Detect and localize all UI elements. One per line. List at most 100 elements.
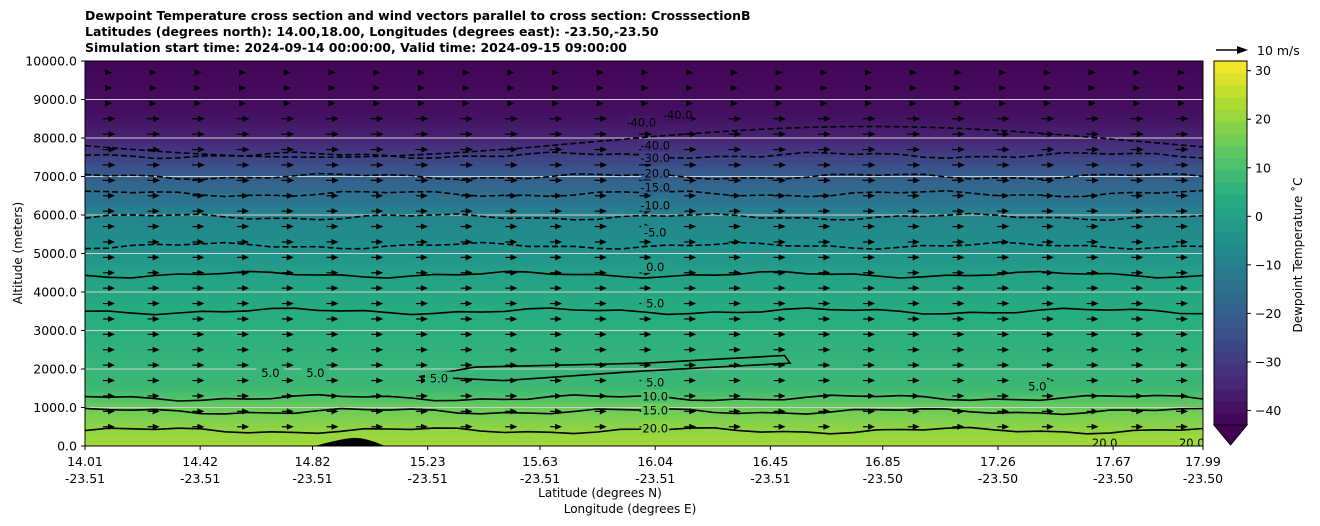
wind-vector	[505, 423, 518, 430]
wind-vector	[239, 84, 247, 91]
contour-label-background	[641, 166, 670, 180]
wind-vector	[1086, 177, 1100, 184]
wind-vector	[952, 208, 965, 215]
wind-vector	[1176, 269, 1189, 276]
wind-vector	[1133, 84, 1141, 91]
wind-vector	[147, 408, 160, 415]
wind-vector	[728, 408, 741, 415]
wind-vector	[102, 377, 115, 384]
wind-vector	[237, 254, 250, 261]
wind-vector	[504, 115, 518, 122]
wind-vector	[1041, 423, 1054, 430]
color-band	[85, 342, 1203, 347]
wind-vector	[818, 269, 831, 276]
wind-vector	[460, 115, 474, 122]
wind-vector	[594, 223, 607, 230]
wind-vector	[954, 69, 962, 76]
wind-vector	[728, 115, 742, 122]
contour-line	[85, 270, 1203, 279]
wind-vector	[460, 208, 473, 215]
wind-vector	[415, 208, 428, 215]
wind-vector	[1178, 69, 1186, 76]
wind-vector	[907, 208, 920, 215]
colorbar-segment	[1214, 133, 1247, 147]
color-band	[85, 372, 1203, 378]
wind-vector	[550, 300, 563, 307]
wind-vector	[460, 392, 473, 399]
colorbar-segment	[1214, 158, 1247, 171]
y-tick-label: 3000.0	[33, 323, 77, 338]
contour-label-background	[424, 371, 453, 385]
contour-label-background	[641, 198, 670, 212]
wind-vector	[1086, 208, 1099, 215]
wind-vector	[192, 269, 205, 276]
wind-vector	[415, 161, 429, 168]
color-band	[85, 338, 1203, 343]
color-band	[85, 438, 1203, 443]
y-tick-label: 7000.0	[33, 169, 77, 184]
wind-vector	[1041, 146, 1055, 153]
wind-vector	[728, 362, 741, 369]
wind-vector	[865, 69, 873, 76]
contour-label: 5.0	[646, 297, 664, 311]
contour-label: -40.0	[640, 139, 670, 153]
color-band	[85, 211, 1203, 216]
x-tick-label-lon: -23.50	[863, 471, 903, 486]
colorbar-segment	[1214, 243, 1247, 256]
wind-vector	[594, 146, 608, 153]
wind-vector	[415, 146, 429, 153]
color-band	[85, 103, 1203, 108]
wind-vector	[237, 331, 250, 338]
wind-vector	[550, 392, 563, 399]
wind-vector	[594, 238, 607, 245]
wind-vector	[281, 331, 294, 338]
wind-vector	[863, 223, 876, 230]
wind-vector	[684, 346, 697, 353]
wind-vector	[952, 285, 965, 292]
wind-vector	[773, 331, 786, 338]
wind-vector	[773, 269, 786, 276]
wind-vector	[818, 392, 831, 399]
wind-vector	[996, 115, 1010, 122]
wind-vector	[460, 223, 473, 230]
color-band	[85, 257, 1203, 262]
contour-label: 5.0	[646, 375, 664, 389]
wind-vector	[775, 84, 783, 91]
color-band	[85, 357, 1203, 362]
colorbar: −40 −30 −20 −10 0 10 20 30	[1212, 60, 1281, 446]
wind-vector	[147, 423, 160, 430]
colorbar-segment	[1214, 61, 1247, 74]
wind-vector	[594, 300, 607, 307]
wind-vector	[863, 362, 876, 369]
contour-label-background	[641, 151, 670, 165]
wind-vector	[907, 131, 921, 138]
color-band	[85, 80, 1203, 85]
wind-vector	[818, 285, 831, 292]
wind-vector	[818, 331, 831, 338]
wind-vector	[281, 254, 294, 261]
wind-vector	[594, 362, 607, 369]
wind-vector	[192, 315, 205, 322]
wind-vector	[417, 69, 425, 76]
contour-label-background	[641, 138, 670, 152]
wind-vector	[817, 131, 831, 138]
x-tick-label-lat: 16.45	[753, 454, 789, 469]
wind-vector	[1041, 131, 1055, 138]
wind-vector	[997, 254, 1010, 261]
wind-vector	[415, 254, 428, 261]
wind-vector	[191, 131, 205, 138]
wind-vector	[149, 84, 157, 91]
wind-vector	[1176, 408, 1189, 415]
y-tick-label: 8000.0	[33, 131, 77, 146]
wind-vector	[1131, 408, 1144, 415]
wind-vector	[192, 254, 205, 261]
wind-vector	[281, 208, 294, 215]
wind-vector	[818, 315, 831, 322]
wind-vector	[1175, 177, 1189, 184]
wind-vector	[818, 408, 831, 415]
wind-vector	[550, 192, 563, 199]
wind-vector	[550, 208, 563, 215]
wind-vector	[686, 69, 694, 76]
wind-vector	[1131, 362, 1144, 369]
wind-vector	[952, 238, 965, 245]
